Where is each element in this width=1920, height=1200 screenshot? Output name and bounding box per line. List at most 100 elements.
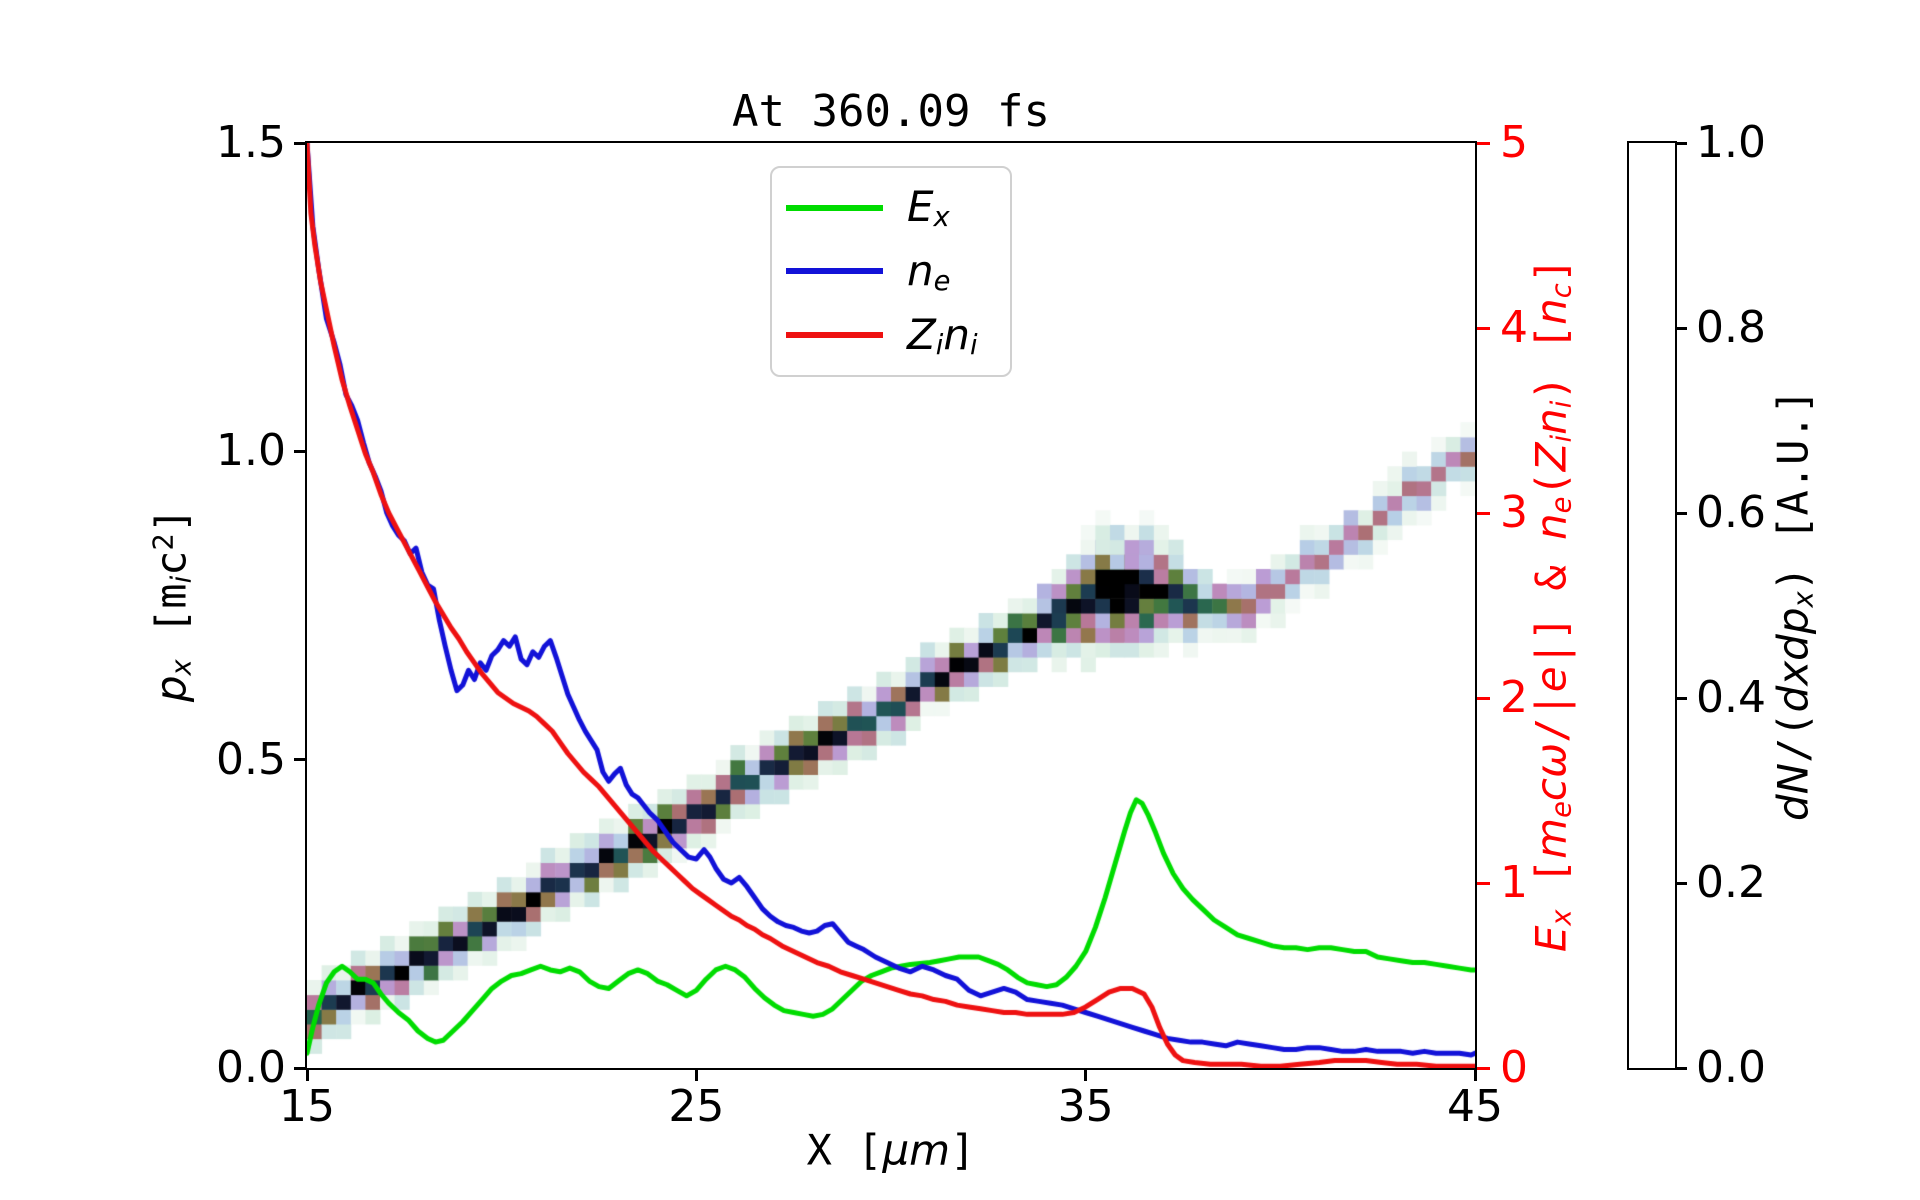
math-fragment: x <box>166 659 198 676</box>
colorbar-label: dN/(dxdpx) [A.U.] <box>1769 389 1820 821</box>
tick-label: 0.0 <box>216 1042 286 1093</box>
math-fragment: n <box>907 246 934 295</box>
y-axis-label-left: px [mic2] <box>147 508 198 702</box>
tick-mark <box>305 1068 309 1081</box>
math-fragment: i <box>1546 434 1578 443</box>
math-fragment: E <box>907 182 934 232</box>
tick-mark <box>294 449 307 453</box>
tick-label: 0.8 <box>1696 302 1766 353</box>
tick-mark <box>1477 881 1490 885</box>
legend-line-sample <box>786 268 883 275</box>
plot-frame <box>305 141 1477 1070</box>
tick-label: 45 <box>1447 1081 1503 1132</box>
tick-mark <box>1677 511 1687 515</box>
math-fragment: cω <box>1526 742 1576 802</box>
tick-mark <box>694 1068 698 1081</box>
tick-label: 35 <box>1057 1081 1114 1132</box>
tick-label: 4 <box>1500 302 1528 353</box>
tick-label: 1.0 <box>216 425 286 477</box>
math-fragment: m <box>146 583 196 609</box>
tick-label: 0.5 <box>216 733 286 785</box>
tick-label: 15 <box>279 1081 335 1132</box>
math-fragment: x <box>1546 909 1578 926</box>
math-fragment: 2 <box>148 533 180 551</box>
legend-label: Zini <box>907 310 978 361</box>
math-fragment: dN <box>1768 762 1818 821</box>
tick-label: 0.6 <box>1696 487 1766 538</box>
colorbar <box>1627 141 1677 1070</box>
math-fragment: n <box>1526 408 1576 435</box>
math-fragment: e <box>1546 496 1578 514</box>
math-fragment: i <box>1546 400 1578 409</box>
math-fragment: i <box>166 575 198 584</box>
math-fragment: e <box>1526 666 1576 693</box>
legend-label: ne <box>907 246 950 297</box>
math-fragment: Z <box>907 309 936 359</box>
tick-mark <box>1677 141 1687 145</box>
legend-line-sample <box>786 204 883 211</box>
math-fragment: x <box>933 202 950 234</box>
tick-mark <box>1084 1068 1088 1081</box>
tick-mark <box>1473 1068 1477 1081</box>
tick-label: 0.2 <box>1696 857 1766 908</box>
math-fragment: [ <box>1526 858 1576 910</box>
math-fragment: ] <box>1526 257 1576 284</box>
tick-label: 5 <box>1500 117 1528 168</box>
math-fragment: i <box>970 329 978 361</box>
math-fragment: ) <box>1768 566 1818 592</box>
math-fragment: ) [ <box>1526 324 1576 401</box>
math-fragment: m <box>1526 817 1576 859</box>
math-fragment: e <box>1546 801 1578 818</box>
tick-mark <box>1477 141 1490 145</box>
tick-label: 0 <box>1500 1042 1528 1093</box>
math-fragment: n <box>1526 513 1576 540</box>
tick-label: 2 <box>1500 672 1528 723</box>
math-fragment: /( <box>1768 712 1818 763</box>
math-fragment: ( <box>1526 471 1576 497</box>
math-fragment: n <box>1526 298 1576 325</box>
tick-mark <box>1477 696 1490 700</box>
tick-label: 1.5 <box>216 117 286 168</box>
tick-label: 25 <box>668 1081 725 1132</box>
math-fragment: X [ <box>806 1125 883 1175</box>
legend-entry-n_e: ne <box>786 241 1010 301</box>
math-fragment: ] <box>950 1125 976 1175</box>
legend-entry-E_x: Ex <box>786 178 1010 238</box>
tick-label: 1 <box>1500 857 1528 908</box>
tick-mark <box>294 1066 307 1070</box>
math-fragment: dxdp <box>1768 607 1818 713</box>
math-fragment: [A.U.] <box>1768 389 1818 567</box>
tick-mark <box>1477 1066 1490 1070</box>
tick-mark <box>1477 511 1490 515</box>
x-axis-label: X [μm] <box>807 1126 976 1175</box>
legend-line-sample <box>786 332 883 339</box>
legend-label: Ex <box>907 182 950 233</box>
math-fragment: μm <box>882 1125 951 1175</box>
math-fragment: [ <box>146 608 196 660</box>
tick-mark <box>294 141 307 145</box>
plot-title: At 360.09 fs <box>732 86 1050 137</box>
tick-label: 1.0 <box>1696 117 1766 168</box>
math-fragment: n <box>943 309 970 359</box>
math-fragment: /| <box>1526 692 1576 743</box>
math-fragment: p <box>146 675 196 703</box>
math-fragment: e <box>933 265 951 297</box>
math-fragment: ] <box>146 507 196 534</box>
y-axis-label-right: Ex [mecω/|e|] & ne(Zini) [nc] <box>1527 258 1578 952</box>
tick-label: 3 <box>1500 487 1528 538</box>
tick-mark <box>1677 326 1687 330</box>
tick-mark <box>1477 326 1490 330</box>
math-fragment: i <box>935 329 944 361</box>
legend: Ex ne Zini <box>770 166 1012 377</box>
tick-mark <box>1677 696 1687 700</box>
legend-entry-Z_i n_i: Zini <box>786 305 1010 365</box>
tick-mark <box>1677 881 1687 885</box>
math-fragment: Z <box>1526 442 1576 472</box>
math-fragment: c <box>146 550 196 576</box>
math-fragment: |] & <box>1526 539 1576 667</box>
tick-label: 0.0 <box>1696 1042 1766 1093</box>
tick-mark <box>294 758 307 762</box>
math-fragment: E <box>1526 925 1576 953</box>
math-fragment: c <box>1546 283 1578 299</box>
